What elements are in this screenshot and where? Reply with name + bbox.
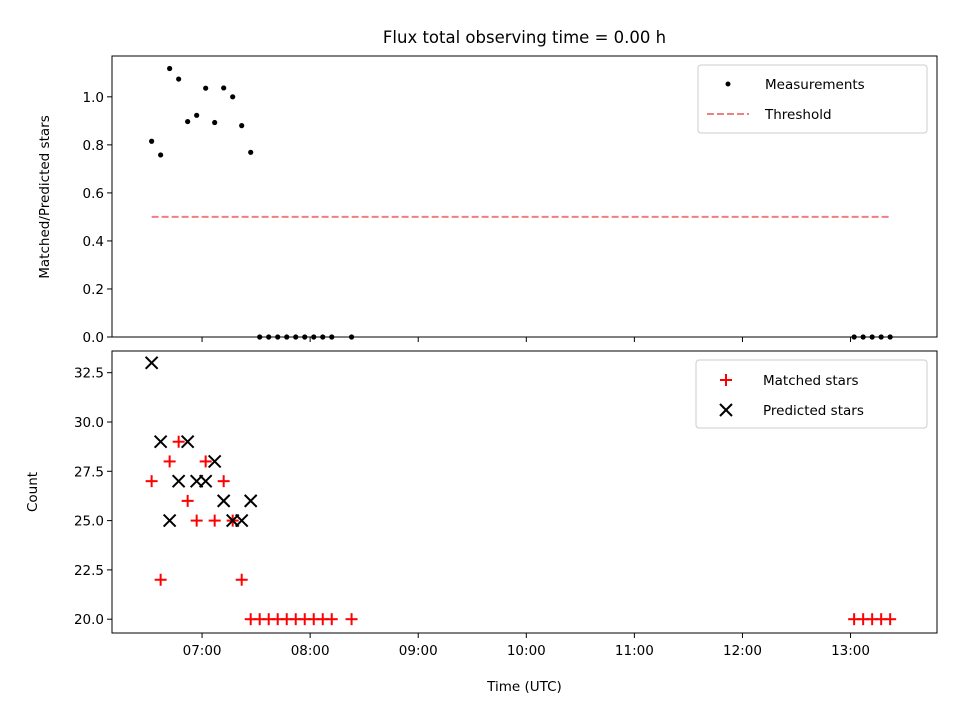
measurement-point (212, 119, 218, 126)
top-panel-marks (149, 65, 893, 340)
x-tick-label: 12:00 (723, 643, 762, 659)
matched-stars-point (325, 613, 338, 626)
matched-stars-point (163, 455, 176, 468)
bottom-panel-y-label: Count (25, 472, 41, 512)
matched-stars-point (345, 613, 358, 626)
measurement-point (176, 76, 182, 82)
top-panel: 0.0 0.2 0.4 0.6 0.8 1.0 Matched/Predicted sta… (37, 55, 938, 346)
predicted-stars-point (144, 356, 159, 370)
predicted-stars-point (162, 513, 177, 528)
matched-stars-point (217, 475, 230, 488)
x-axis-label: Time (UTC) (486, 679, 562, 695)
matched-stars-point (154, 573, 167, 586)
bottom-panel-legend: Matched stars Predicted stars (695, 359, 928, 429)
predicted-stars-point (243, 494, 258, 508)
top-panel-y-ticks: 0.0 0.2 0.4 0.6 0.8 1.0 (83, 90, 112, 346)
y-tick-label: 0.4 (83, 234, 104, 250)
bottom-panel-y-ticks: 20.0 22.5 25.0 27.5 30.0 32.5 (74, 366, 112, 628)
measurement-point (203, 85, 209, 91)
matched-stars-point (145, 475, 158, 488)
measurement-point (248, 149, 254, 155)
measurement-point (239, 123, 245, 129)
bottom-panel-frame (111, 350, 938, 634)
measurement-point (221, 85, 227, 91)
x-tick-label: 10:00 (507, 643, 546, 659)
y-tick-label: 30.0 (74, 415, 104, 431)
legend-frame (697, 64, 928, 134)
measurement-point (230, 94, 236, 100)
predicted-stars-point (153, 435, 168, 449)
predicted-stars-point (207, 454, 222, 469)
matched-stars-point (172, 435, 185, 448)
matched-stars-point (181, 494, 194, 507)
top-panel-legend: Measurements Threshold (697, 64, 928, 134)
predicted-stars-point (198, 474, 213, 488)
x-tick-label: 13:00 (831, 643, 870, 659)
top-panel-x-ticks (201, 337, 852, 342)
legend-predicted-marker (719, 403, 733, 417)
legend-matched-marker (720, 374, 732, 386)
y-tick-label: 20.0 (74, 612, 104, 628)
y-tick-label: 27.5 (74, 464, 104, 480)
matched-stars-point (190, 514, 203, 527)
y-tick-label: 0.2 (83, 282, 104, 298)
legend-predicted-label: Predicted stars (763, 403, 864, 419)
measurement-point (194, 112, 200, 118)
predicted-stars-point (216, 494, 231, 508)
x-tick-label: 07:00 (183, 643, 222, 659)
predicted-stars-point (234, 513, 249, 528)
bottom-panel-marks (144, 356, 897, 626)
matched-stars-point (235, 573, 248, 586)
legend-threshold-label: Threshold (764, 107, 832, 123)
measurement-point (167, 65, 173, 72)
measurement-point (185, 118, 191, 125)
x-tick-label: 11:00 (615, 643, 654, 659)
y-tick-label: 22.5 (74, 563, 104, 579)
legend-measurements-label: Measurements (765, 77, 865, 93)
legend-matched-label: Matched stars (763, 373, 859, 389)
measurement-point (149, 138, 155, 144)
predicted-stars-point (171, 474, 186, 488)
x-tick-label: 08:00 (291, 643, 330, 659)
matched-stars-point (208, 514, 221, 527)
y-tick-label: 0.6 (83, 186, 104, 202)
matched-stars-point (199, 455, 212, 468)
top-panel-frame (111, 55, 938, 338)
legend-measurements-marker (725, 81, 731, 87)
y-tick-label: 32.5 (74, 366, 104, 382)
y-tick-label: 25.0 (74, 514, 104, 530)
legend-frame (695, 359, 928, 429)
bottom-panel: 20.0 22.5 25.0 27.5 30.0 32.5 07:00 08:00 09:00… (25, 350, 938, 695)
chart-title: Flux total observing time = 0.00 h (383, 28, 666, 47)
x-tick-label: 09:00 (399, 643, 438, 659)
measurement-point (158, 152, 164, 158)
bottom-panel-x-ticks: 07:00 08:00 09:00 10:00 11:00 12:00 13:00 (183, 633, 870, 659)
y-tick-label: 0.0 (83, 330, 104, 346)
y-tick-label: 0.8 (83, 138, 104, 154)
y-tick-label: 1.0 (83, 90, 104, 106)
matched-stars-point (884, 613, 897, 626)
top-panel-y-label: Matched/Predicted stars (37, 115, 53, 278)
predicted-stars-point (180, 435, 195, 449)
